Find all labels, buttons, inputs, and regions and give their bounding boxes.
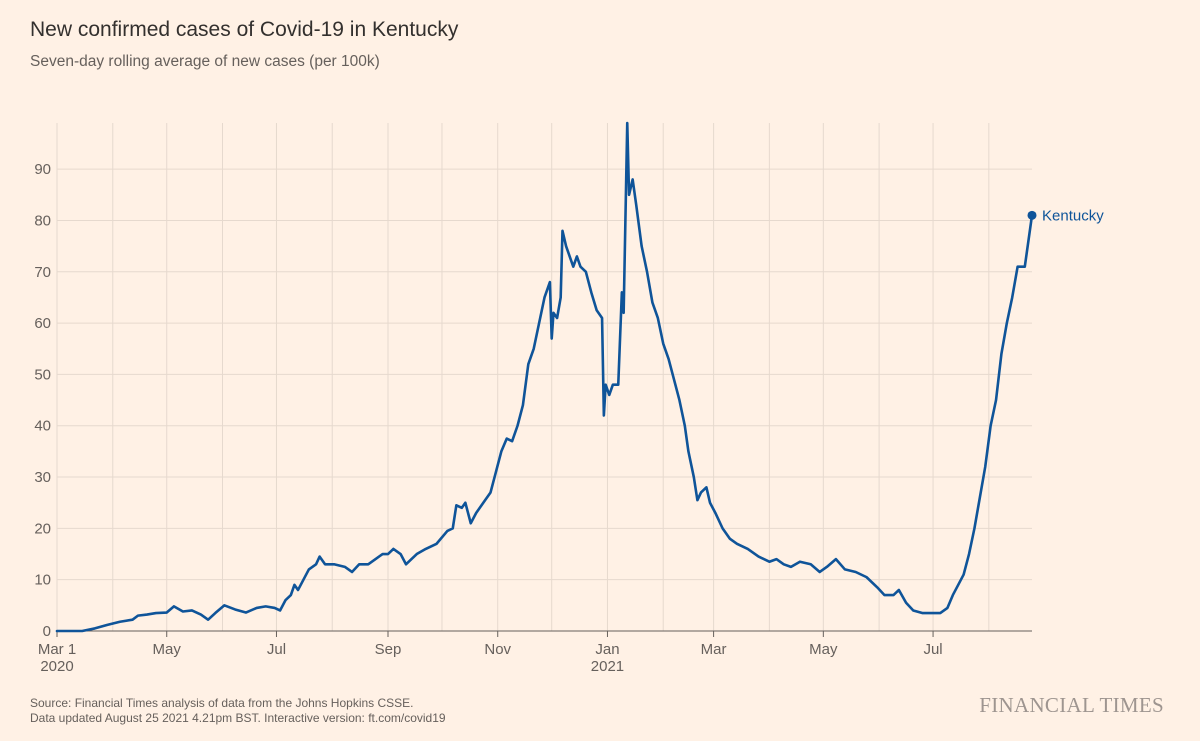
gridlines [56, 123, 1032, 631]
y-tick-label: 40 [34, 418, 51, 435]
x-tick-year-label: 2021 [591, 658, 624, 675]
series-endpoint-marker [1027, 210, 1037, 220]
x-tick-label: May [153, 641, 182, 658]
source-note: Source: Financial Times analysis of data… [30, 696, 414, 710]
chart-subtitle: Seven-day rolling average of new cases (… [30, 53, 380, 70]
x-tick-label: Jul [923, 641, 942, 658]
y-tick-label: 20 [34, 520, 51, 537]
y-tick-label: 80 [34, 212, 51, 229]
y-tick-label: 70 [34, 264, 51, 281]
x-tick-label: May [809, 641, 838, 658]
y-tick-label: 0 [43, 623, 51, 640]
updated-note: Data updated August 25 2021 4.21pm BST. … [30, 711, 446, 725]
chart-title: New confirmed cases of Covid-19 in Kentu… [30, 18, 459, 41]
series-line-kentucky [55, 121, 1034, 633]
y-tick-label: 30 [34, 469, 51, 486]
y-tick-label: 60 [34, 315, 51, 332]
y-axis: 0 10 20 30 40 50 60 70 80 90 [34, 161, 51, 640]
y-tick-label: 10 [34, 572, 51, 589]
y-tick-label: 90 [34, 161, 51, 178]
x-tick-label: Sep [375, 641, 402, 658]
x-tick-label: Mar 1 [38, 641, 76, 658]
x-tick-label: Jul [267, 641, 286, 658]
y-tick-label: 50 [34, 366, 51, 383]
x-tick-year-label: 2020 [40, 658, 73, 675]
series-label: Kentucky [1042, 207, 1104, 224]
x-tick-label: Mar [701, 641, 727, 658]
financial-times-logo: FINANCIAL TIMES [979, 693, 1164, 717]
x-tick-label: Nov [484, 641, 511, 658]
series-layer: Kentucky [55, 121, 1104, 633]
chart-footer: Source: Financial Times analysis of data… [30, 696, 446, 726]
x-tick-label: Jan [595, 641, 619, 658]
